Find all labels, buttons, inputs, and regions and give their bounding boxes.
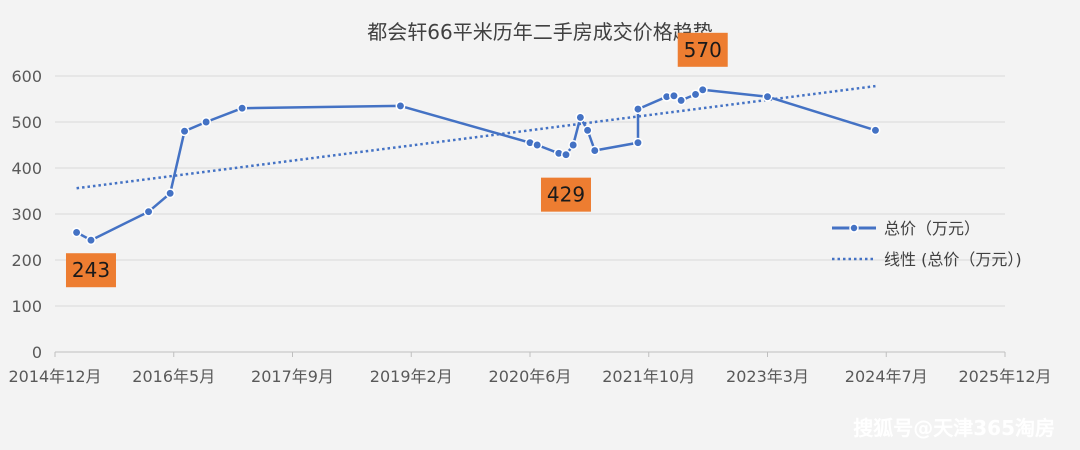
legend: 总价（万元） 线性 (总价（万元）) [832,219,1022,269]
data-point [697,84,708,95]
data-label: 243 [65,253,116,288]
data-point [676,95,687,106]
x-tick-label: 2014年12月 [8,367,101,386]
x-tick-label: 2019年2月 [370,367,453,386]
data-label: 570 [677,32,728,67]
data-point [762,91,773,102]
data-point [575,112,586,123]
watermark: 搜狐号@天津365淘房 [853,416,1055,440]
data-point [395,100,406,111]
y-tick-label: 0 [32,343,42,362]
data-point [561,149,571,160]
data-point [633,137,643,148]
data-point [690,89,701,100]
x-tick-label: 2024年7月 [845,367,928,386]
data-point [179,126,190,137]
data-point [582,125,593,136]
legend-series-name: 总价（万元） [884,219,980,238]
data-point [532,140,543,150]
x-tick-label: 2016年5月 [132,367,215,386]
x-tick-label: 2021年10月 [602,367,695,386]
data-label-text: 570 [684,38,722,62]
y-tick-label: 200 [11,251,42,270]
data-label-text: 243 [72,258,110,282]
data-point [237,103,248,114]
x-tick-label: 2023年3月 [726,367,809,386]
legend-marker-sample [849,223,859,233]
series-layer [71,84,881,246]
data-point [71,227,82,238]
data-point [86,235,96,246]
data-point [633,104,643,115]
y-tick-label: 400 [11,159,42,178]
data-point [589,145,600,156]
data-label-text: 429 [547,183,585,207]
grid-layer [55,75,1005,307]
y-tick-label: 100 [11,297,42,316]
y-tick-label: 300 [11,205,42,224]
chart-title: 都会轩66平米历年二手房成交价格趋势 [367,20,712,44]
y-tick-label: 600 [11,67,42,86]
legend-trendline-name: 线性 (总价（万元）) [884,250,1022,269]
data-point [143,206,154,217]
data-label-layer: 243 429 570 [65,32,728,288]
data-label-box [677,32,728,67]
data-label: 429 [540,177,591,212]
axis-layer: 0 100 200 300 400 500 600 2014年12月 2016年5月 2017年9… [8,67,1051,386]
data-point [165,188,176,199]
x-tick-label: 2025年12月 [958,367,1051,386]
data-point [568,140,579,150]
data-label-box [65,253,116,288]
data-point [201,117,212,127]
data-point [668,90,679,101]
data-point [870,125,881,136]
x-tick-label: 2017年9月 [251,367,334,386]
data-label-box [540,177,591,212]
trendline [76,84,876,190]
x-tick-label: 2020年6月 [489,367,572,386]
y-tick-label: 500 [11,113,42,132]
